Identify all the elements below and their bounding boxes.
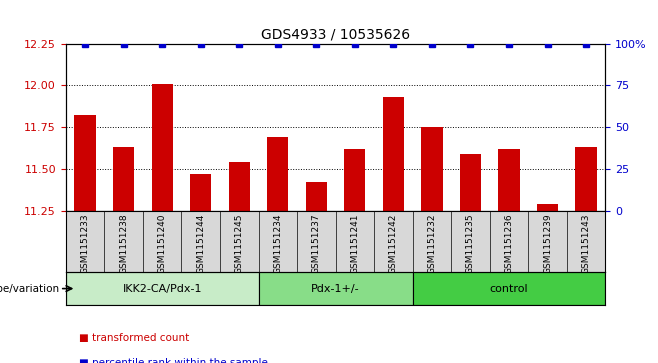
Text: GSM1151243: GSM1151243 [582, 213, 591, 274]
Text: GSM1151244: GSM1151244 [196, 213, 205, 274]
Bar [259, 272, 413, 305]
Text: GSM1151241: GSM1151241 [350, 213, 359, 274]
Bar [228, 162, 250, 211]
Bar [113, 147, 134, 211]
Title: GDS4933 / 10535626: GDS4933 / 10535626 [261, 27, 410, 41]
Bar [190, 174, 211, 211]
Text: GSM1151239: GSM1151239 [543, 213, 552, 274]
Bar [383, 97, 404, 211]
Bar [344, 149, 365, 211]
Text: GSM1151235: GSM1151235 [466, 213, 475, 274]
Text: GSM1151238: GSM1151238 [119, 213, 128, 274]
Bar [267, 137, 288, 211]
Text: GSM1151245: GSM1151245 [235, 213, 243, 274]
Bar [306, 182, 327, 211]
Bar [460, 154, 481, 211]
Bar [537, 204, 558, 211]
Bar [498, 149, 520, 211]
Text: genotype/variation: genotype/variation [0, 284, 59, 294]
Bar [151, 83, 173, 211]
Text: GSM1151240: GSM1151240 [158, 213, 166, 274]
Text: GSM1151233: GSM1151233 [80, 213, 89, 274]
Text: GSM1151234: GSM1151234 [273, 213, 282, 274]
Text: ■ transformed count: ■ transformed count [79, 333, 190, 343]
Text: GSM1151232: GSM1151232 [428, 213, 436, 274]
Bar [576, 147, 597, 211]
Text: GSM1151236: GSM1151236 [505, 213, 513, 274]
Bar [74, 115, 95, 211]
Text: IKK2-CA/Pdx-1: IKK2-CA/Pdx-1 [122, 284, 202, 294]
Text: ■ percentile rank within the sample: ■ percentile rank within the sample [79, 358, 268, 363]
Bar [413, 272, 605, 305]
Text: Pdx-1+/-: Pdx-1+/- [311, 284, 360, 294]
Bar [421, 127, 443, 211]
Text: GSM1151242: GSM1151242 [389, 213, 398, 274]
Bar [66, 272, 259, 305]
Text: control: control [490, 284, 528, 294]
Text: GSM1151237: GSM1151237 [312, 213, 321, 274]
